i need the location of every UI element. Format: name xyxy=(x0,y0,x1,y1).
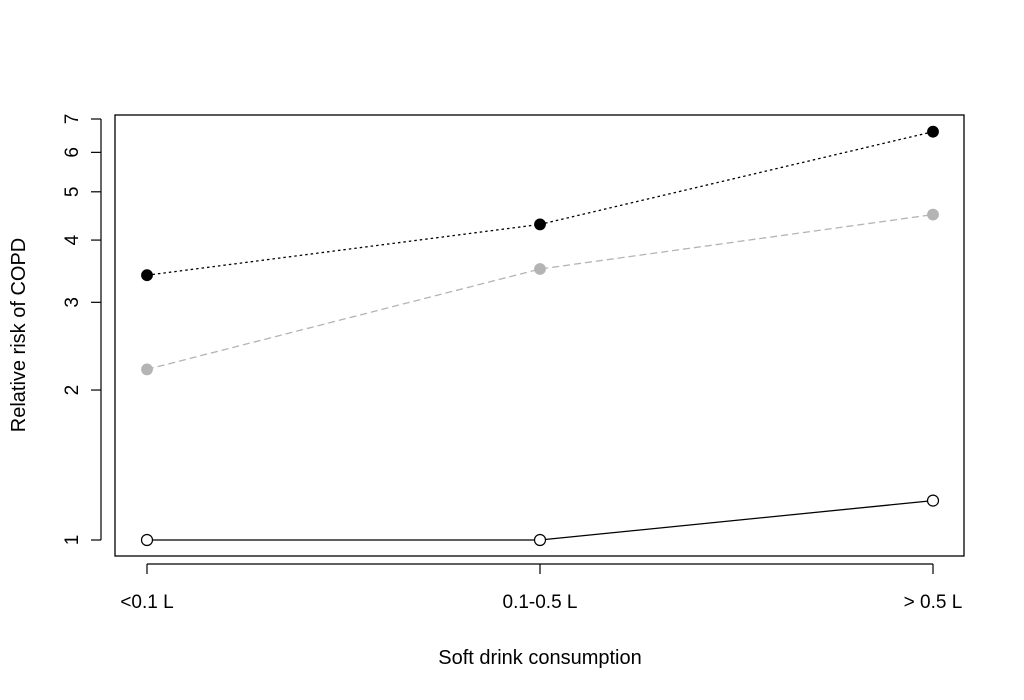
data-point xyxy=(534,218,546,231)
data-point xyxy=(534,263,546,275)
data-point xyxy=(141,269,153,282)
data-point xyxy=(927,208,939,221)
data-point xyxy=(140,533,154,547)
x-tick-label: 0.1-0.5 L xyxy=(503,592,578,613)
x-tick-label: <0.1 L xyxy=(120,592,173,613)
series-line xyxy=(146,131,934,276)
y-axis: 1 2 3 4 5 6 7 xyxy=(62,114,102,546)
data-point xyxy=(926,494,940,507)
y-tick-label: 3 xyxy=(62,297,83,308)
series-layer xyxy=(140,125,940,547)
data-point xyxy=(141,363,153,376)
x-tick-label: > 0.5 L xyxy=(904,592,963,613)
y-tick-label: 6 xyxy=(62,147,83,158)
y-axis-title: Relative risk of COPD xyxy=(8,238,30,433)
data-point xyxy=(927,125,939,138)
y-tick-label: 2 xyxy=(62,385,83,396)
y-tick-label: 5 xyxy=(62,187,83,198)
plot-frame xyxy=(114,114,965,557)
y-tick-label: 4 xyxy=(62,234,83,245)
y-tick-label: 7 xyxy=(62,114,83,125)
x-axis: <0.1 L 0.1-0.5 L > 0.5 L xyxy=(120,563,963,613)
series-line xyxy=(146,213,934,371)
y-tick-label: 1 xyxy=(62,535,83,546)
x-axis-title: Soft drink consumption xyxy=(438,647,641,669)
data-point xyxy=(533,533,547,547)
